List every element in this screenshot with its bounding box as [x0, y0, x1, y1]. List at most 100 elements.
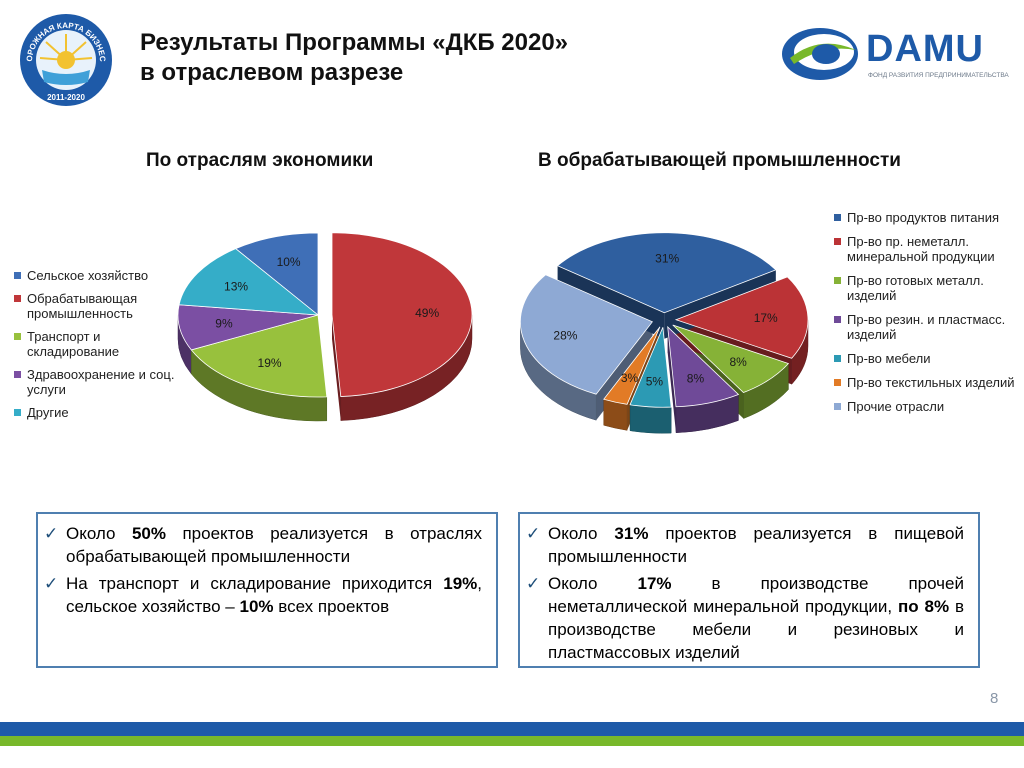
legend-swatch	[834, 238, 841, 245]
note-text: Около	[66, 524, 132, 543]
legend-swatch	[14, 409, 21, 416]
legend-label: Сельское хозяйство	[27, 268, 149, 283]
note-text: в производстве прочей неметаллической ми…	[548, 574, 964, 616]
note-highlight: 31%	[614, 524, 649, 543]
legend-item-пр-во-мебели: Пр-во мебели	[834, 351, 1020, 366]
pie-slice-транспорт-и-складирование	[190, 314, 328, 398]
legend-swatch	[14, 371, 21, 378]
note-highlight: 50%	[131, 524, 166, 543]
legend-item-обрабатывающая-промышленность: Обрабатывающая промышленность	[14, 291, 192, 321]
pie-slice-пр-во-резин-и-пластмасс-изделий	[667, 325, 740, 408]
checkmark-icon: ✓	[526, 574, 541, 593]
checkmark-icon: ✓	[526, 524, 541, 543]
legend-label: Другие	[27, 405, 69, 420]
note-highlight: 19%	[443, 574, 478, 593]
pie-chart-manufacturing: 31% 17% 8% 8% 5% 3% 28%	[519, 232, 809, 434]
legend-swatch	[14, 272, 21, 279]
legend-item-пр-во-продуктов-питания: Пр-во продуктов питания	[834, 210, 1020, 225]
legend-swatch	[834, 277, 841, 284]
pie-label-другие: 13%	[224, 280, 248, 294]
note-text: проектов реализуется в отраслях обрабаты…	[66, 524, 482, 566]
pie-label-пр-во-текстильных-изделий: 3%	[621, 371, 639, 385]
legend-item-здравоохранение-и-соц-услуги: Здравоохранение и соц. услуги	[14, 367, 192, 397]
legend-item-другие: Другие	[14, 405, 192, 420]
legend-label: Транспорт и	[27, 329, 101, 344]
pie-slice-face-обрабатывающая-промышленность-1	[331, 314, 341, 421]
chart-1-title: По отраслям экономики	[146, 150, 374, 171]
legend-swatch	[14, 295, 21, 302]
page-title-line-1: Результаты Программы «ДКБ 2020»	[140, 29, 569, 56]
pie-slice-пр-во-пр-неметалл-минеральной-продукции	[674, 276, 809, 359]
legend-swatch	[834, 214, 841, 221]
legend-label: Здравоохранение и соц.	[27, 367, 175, 382]
note-text: Около	[548, 574, 638, 593]
pie-label-пр-во-пр-неметалл-минеральной-продукции: 17%	[754, 311, 778, 325]
note-text: проектов реализуется в пищевой промышлен…	[548, 524, 964, 566]
pie-label-пр-во-мебели: 5%	[646, 374, 664, 388]
footer-blue-bar	[0, 722, 1024, 736]
pie-slice-пр-во-готовых-металл-изделий	[672, 324, 790, 393]
note-text: На транспорт и складирование приходится	[66, 574, 444, 593]
pie-slice-прочие-отрасли	[519, 274, 654, 395]
legend-item-пр-во-пр-неметалл-минеральной-продукции: Пр-во пр. неметалл. минеральной продукции	[834, 234, 1020, 264]
legend-label: минеральной продукции	[847, 249, 995, 264]
legend-label: Обрабатывающая	[27, 291, 138, 306]
pie-label-пр-во-готовых-металл-изделий: 8%	[730, 355, 748, 369]
pie-slice-пр-во-мебели	[629, 327, 672, 408]
note-bullet: ✓ Около 31% проектов реализуется в пищево…	[526, 522, 964, 568]
damu-logo: DAMU ФОНД РАЗВИТИЯ ПРЕДПРИНИМАТЕЛЬСТВА	[780, 22, 1012, 84]
legend-label: изделий	[847, 288, 897, 303]
note-box-manufacturing: ✓ Около 31% проектов реализуется в пищево…	[518, 512, 980, 668]
pie-slice-side-пр-во-мебели	[629, 404, 672, 434]
pie-label-сельское-хозяйство: 10%	[277, 255, 301, 269]
pie-slice-пр-во-продуктов-питания	[556, 232, 777, 314]
pie-slice-здравоохранение-и-соц-услуги	[177, 304, 319, 351]
legend-item-пр-во-готовых-металл-изделий: Пр-во готовых металл. изделий	[834, 273, 1020, 303]
legend-label: промышленность	[27, 306, 133, 321]
legend-label: Пр-во пр. неметалл.	[847, 234, 969, 249]
page-title-line-2: в отраслевом разрезе	[140, 59, 404, 86]
note-bullet: ✓ На транспорт и складирование приходится…	[44, 572, 482, 618]
page-title: Результаты Программы «ДКБ 2020» в отрасл…	[140, 28, 568, 88]
pie-slice-обрабатывающая-промышленность	[331, 232, 473, 397]
legend-label: Пр-во готовых металл.	[847, 273, 984, 288]
note-text: , сельское хозяйство –	[66, 574, 482, 616]
logo-years: 2011-2020	[47, 93, 85, 102]
damu-subtitle: ФОНД РАЗВИТИЯ ПРЕДПРИНИМАТЕЛЬСТВА	[868, 72, 1009, 79]
damu-swoosh-icon	[782, 28, 858, 80]
legend-swatch	[834, 379, 841, 386]
pie-label-прочие-отрасли: 28%	[553, 328, 577, 342]
legend-item-сельское-хозяйство: Сельское хозяйство	[14, 268, 192, 283]
pie-label-транспорт-и-складирование: 19%	[258, 356, 282, 370]
footer-green-bar	[0, 736, 1024, 746]
pie-slice-сельское-хозяйство	[234, 232, 319, 316]
legend-swatch	[834, 355, 841, 362]
pie-label-обрабатывающая-промышленность: 49%	[415, 306, 439, 320]
legend-item-пр-во-текстильных-изделий: Пр-во текстильных изделий	[834, 375, 1020, 390]
page-number: 8	[990, 690, 999, 707]
note-text: в производстве мебели и резиновых и плас…	[548, 597, 964, 662]
chart-1-legend: Сельское хозяйство Обрабатывающая промышле…	[14, 268, 192, 428]
pie-slice-пр-во-текстильных-изделий	[603, 326, 661, 405]
note-highlight: 17%	[637, 574, 672, 593]
note-highlight: 10%	[239, 597, 274, 616]
pie-chart-economy-sectors: 10% 49% 19% 9% 13%	[177, 232, 473, 422]
legend-swatch	[834, 403, 841, 410]
note-bullet: ✓ Около 50% проектов реализуется в отрасл…	[44, 522, 482, 568]
legend-item-транспорт-и-складирование: Транспорт и складирование	[14, 329, 192, 359]
note-box-economy: ✓ Около 50% проектов реализуется в отрасл…	[36, 512, 498, 668]
chart-2-legend: Пр-во продуктов питания Пр-во пр. неметал…	[834, 210, 1020, 423]
note-text: всех проектов	[273, 597, 390, 616]
legend-item-пр-во-резин-и-пластмасс-изделий: Пр-во резин. и пластмасс. изделий	[834, 312, 1020, 342]
pie-label-пр-во-продуктов-питания: 31%	[655, 251, 679, 265]
legend-label: услуги	[27, 382, 66, 397]
legend-label: Пр-во текстильных изделий	[847, 375, 1015, 390]
legend-label: складирование	[27, 344, 120, 359]
checkmark-icon: ✓	[44, 574, 59, 593]
legend-item-прочие-отрасли: Прочие отрасли	[834, 399, 1020, 414]
legend-swatch	[834, 316, 841, 323]
legend-label: Пр-во продуктов питания	[847, 210, 1000, 225]
pie-slice-другие	[178, 248, 320, 316]
note-highlight: по 8%	[897, 597, 950, 616]
checkmark-icon: ✓	[44, 524, 59, 543]
